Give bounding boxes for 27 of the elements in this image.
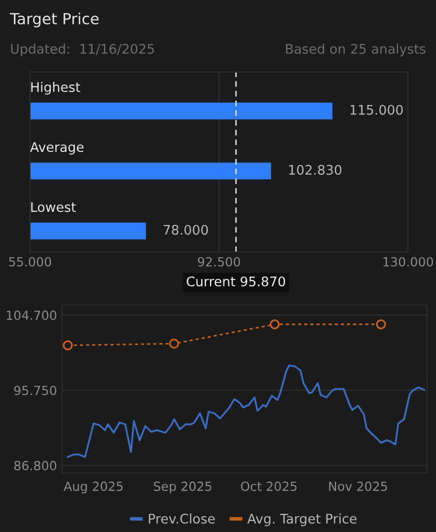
point <box>376 319 386 330</box>
y-tick-label: 104.700 <box>6 310 56 320</box>
point <box>169 338 180 349</box>
data-label: 115.000 <box>350 104 403 115</box>
ref-line-label: Current 95.870 <box>186 276 286 286</box>
y-tick-label: Lowest <box>31 202 76 212</box>
legend-label: Prev.Close <box>148 513 215 524</box>
point <box>270 319 280 330</box>
legend-label: Avg. Target Price <box>247 513 357 526</box>
y-tick-label: 95.750 <box>14 386 56 396</box>
chart-title: Target Price <box>10 12 99 28</box>
data-label: 102.830 <box>289 164 342 175</box>
y-tick-label: Highest <box>31 82 80 95</box>
x-tick-label: Nov 2025 <box>329 482 388 492</box>
y-tick-label: 86.800 <box>14 460 56 470</box>
text: Based on 25 analysts <box>286 44 426 56</box>
x-tick-label: 92.500 <box>198 257 240 267</box>
data-label: 78.000 <box>164 224 208 235</box>
chart-subtitle: Updated: 11/16/2025 <box>11 44 154 56</box>
x-tick-label: Sep 2025 <box>154 482 212 494</box>
x-tick-label: Aug 2025 <box>64 482 123 494</box>
y-tick-label: Average <box>30 142 84 155</box>
x-tick-label: 130.000 <box>384 257 434 267</box>
line-series <box>66 364 426 458</box>
point <box>62 340 73 350</box>
x-tick-label: 55.000 <box>9 257 52 267</box>
x-tick-label: Oct 2025 <box>240 482 297 492</box>
